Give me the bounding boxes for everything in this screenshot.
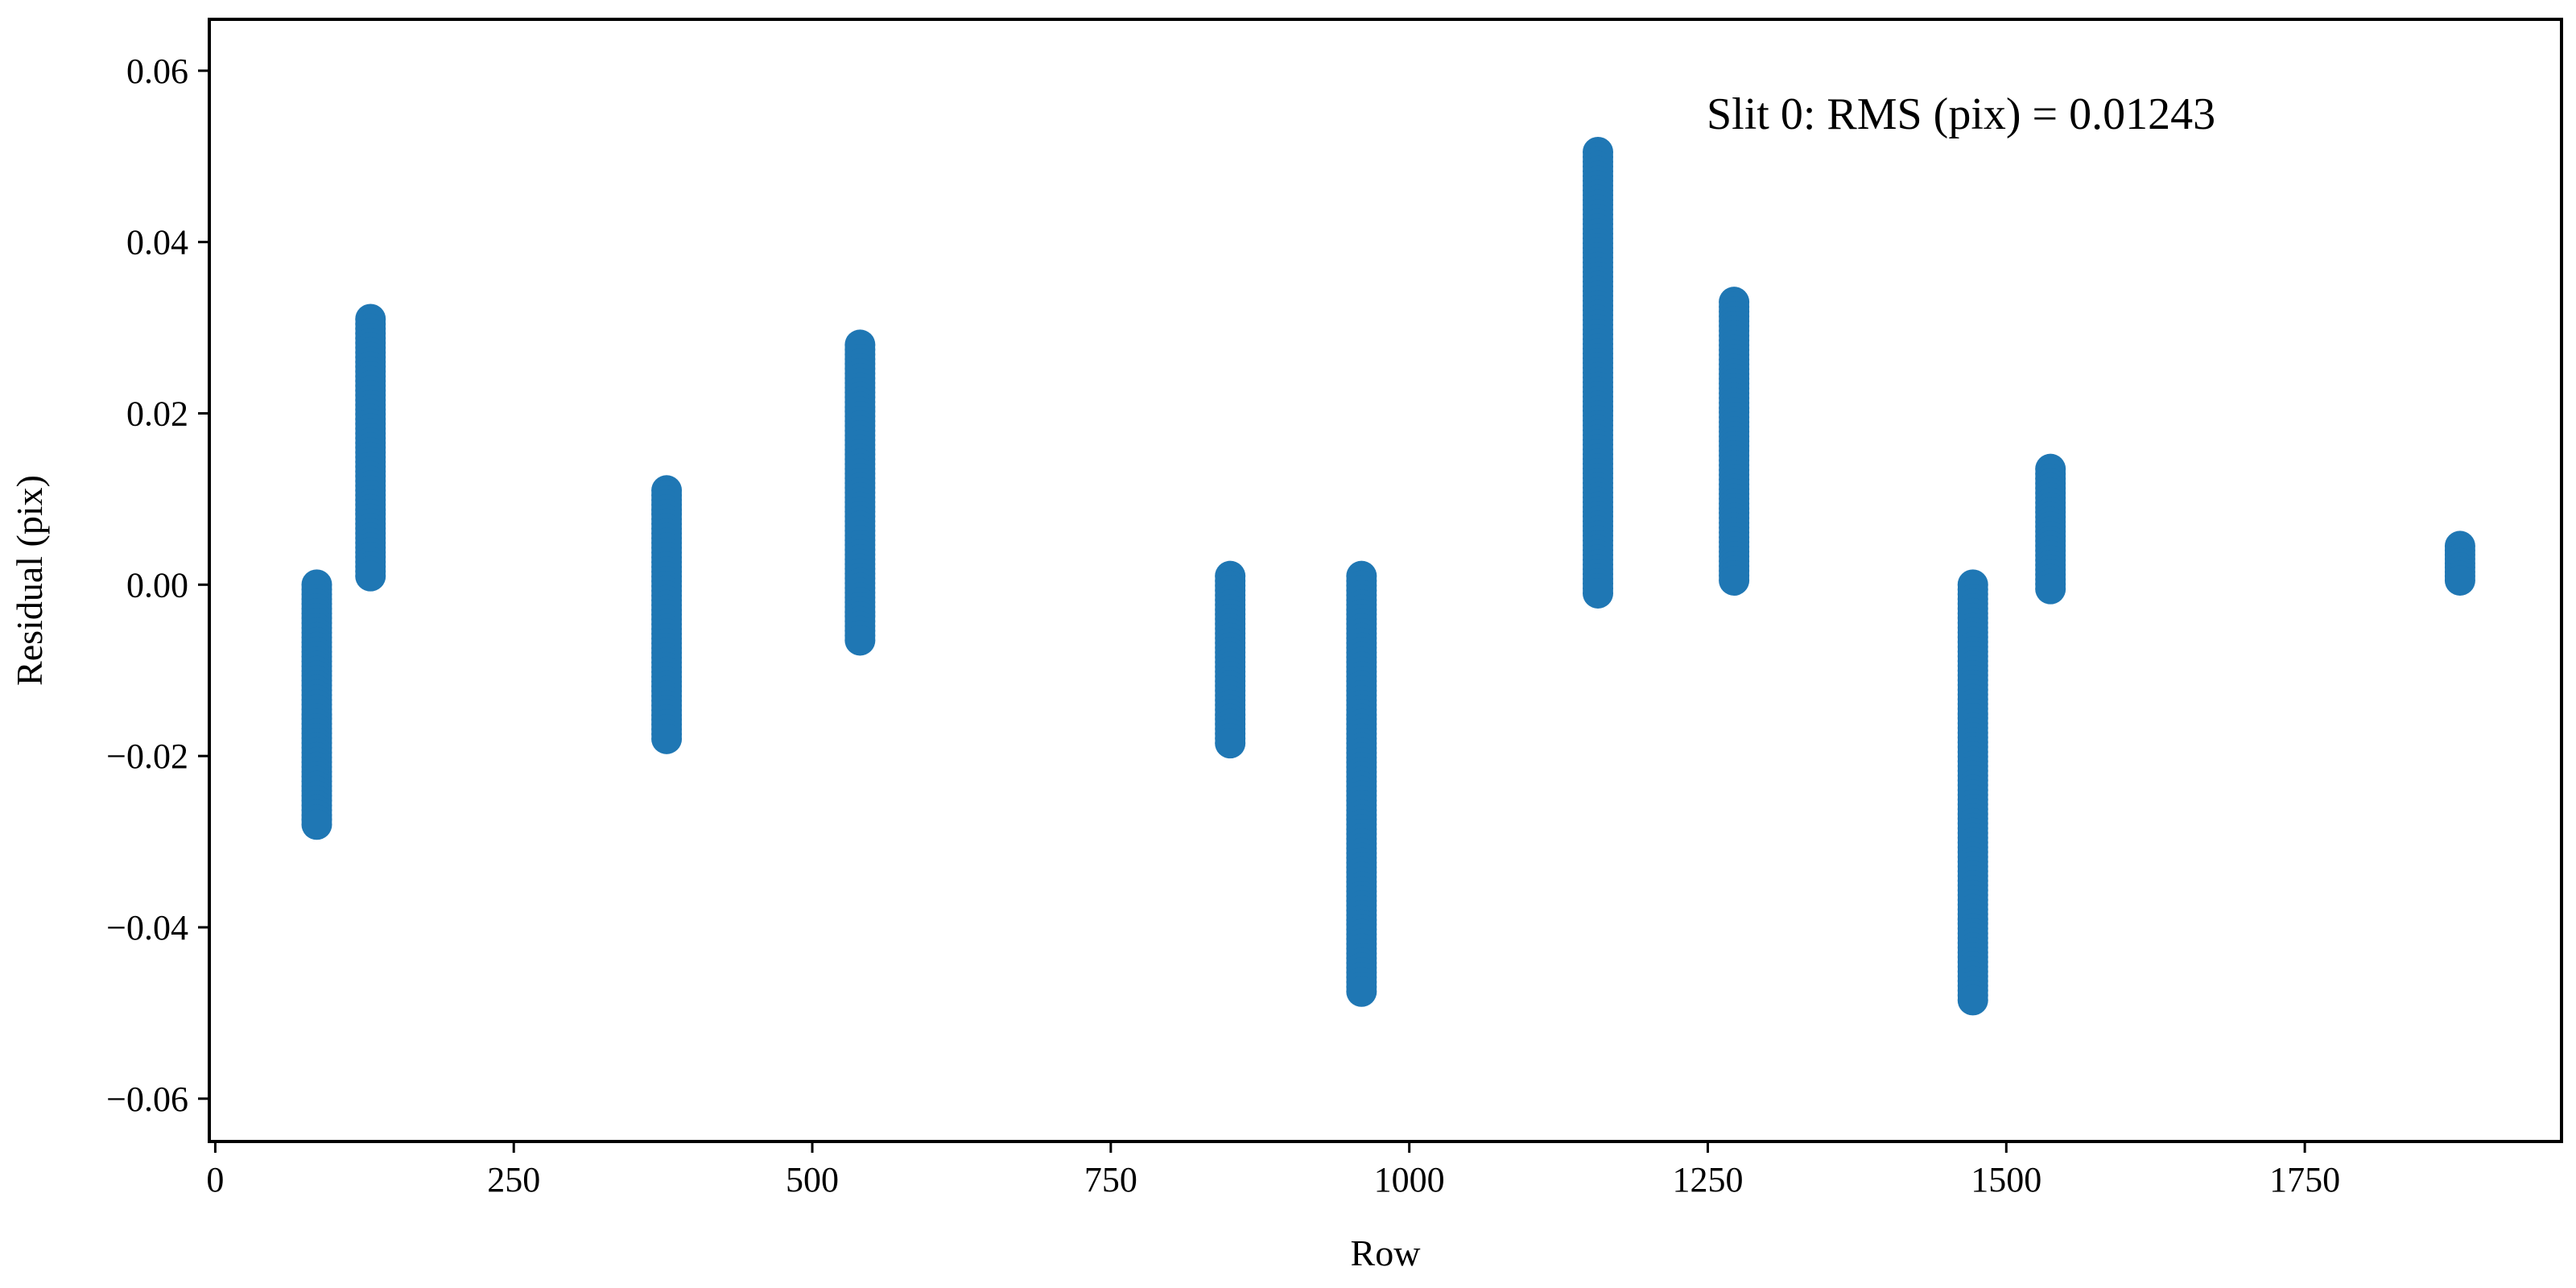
- y-axis-label: Residual (pix): [9, 475, 50, 686]
- point-group: [1346, 560, 1377, 1007]
- y-axis: 0.06 0.04 0.02 0.00 −0.02 −0.04 −0.06: [106, 52, 209, 1119]
- data-points: [301, 136, 2475, 1016]
- y-tick-label: −0.06: [106, 1080, 188, 1119]
- data-point: [1215, 728, 1246, 759]
- x-tick-label: 1500: [1971, 1160, 2041, 1199]
- y-tick-label: 0.00: [126, 565, 188, 605]
- data-point: [1346, 976, 1377, 1007]
- point-group: [2444, 530, 2475, 596]
- data-point: [2035, 573, 2066, 605]
- x-tick-label: 1000: [1374, 1160, 1445, 1199]
- point-group: [1719, 287, 1750, 596]
- rms-annotation: Slit 0: RMS (pix) = 0.01243: [1707, 89, 2215, 139]
- data-point: [651, 723, 683, 754]
- data-point: [1957, 985, 1988, 1016]
- data-point: [301, 809, 332, 840]
- y-tick-label: −0.02: [106, 737, 188, 776]
- point-group: [844, 329, 876, 656]
- data-point: [355, 560, 386, 592]
- data-point: [1719, 565, 1750, 596]
- x-tick-label: 750: [1084, 1160, 1137, 1199]
- point-group: [1957, 569, 1988, 1016]
- y-tick-label: 0.06: [126, 52, 188, 91]
- y-tick-label: 0.04: [126, 223, 188, 262]
- y-tick-label: −0.04: [106, 908, 188, 947]
- x-tick-label: 1750: [2269, 1160, 2340, 1199]
- data-point: [844, 625, 876, 656]
- x-tick-label: 1250: [1672, 1160, 1743, 1199]
- x-axis: 0 250 500 750 1000 1250 1500 1750: [206, 1141, 2340, 1199]
- point-group: [1583, 136, 1614, 609]
- point-group: [355, 303, 386, 592]
- point-group: [651, 475, 683, 754]
- x-axis-label: Row: [1351, 1232, 1422, 1274]
- plot-frame: [208, 18, 2563, 1143]
- point-group: [1215, 560, 1246, 759]
- point-group: [2035, 453, 2066, 605]
- x-tick-label: 0: [206, 1160, 224, 1199]
- point-group: [301, 569, 332, 840]
- x-tick-label: 500: [786, 1160, 839, 1199]
- data-point: [2444, 565, 2475, 596]
- data-point: [1583, 577, 1614, 609]
- x-tick-label: 250: [487, 1160, 540, 1199]
- y-tick-label: 0.02: [126, 394, 188, 433]
